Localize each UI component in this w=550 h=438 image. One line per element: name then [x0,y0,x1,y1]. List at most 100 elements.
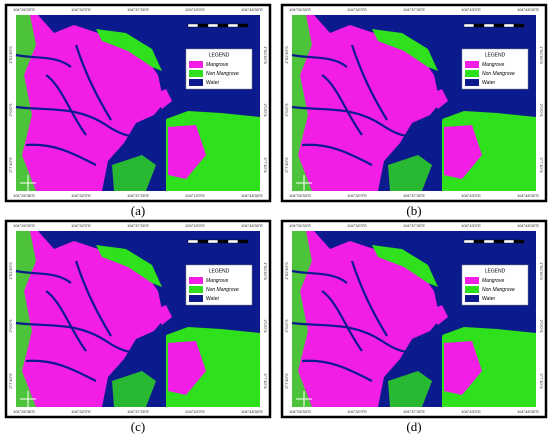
legend: LEGEND Mangrove Non Mangrove Water [185,48,253,90]
bottom-tick-label: 104°48'30"E [517,409,539,414]
river [291,269,348,284]
legend: LEGEND Mangrove Non Mangrove Water [461,264,529,306]
scale-bar [503,23,515,28]
scale-bar [197,239,209,244]
top-tick-label: 104°32'0"E [71,223,91,228]
south-green [112,155,156,191]
legend-title: LEGEND [485,268,506,274]
right-tick-label: 2°7'30"S [263,373,268,389]
legend-swatch [465,79,479,86]
se-mangrove [168,125,206,179]
left-tick-label: 2°0'0"S [284,319,289,332]
bottom-tick-label: 104°32'0"E [347,409,367,414]
top-tick-label: 104°43'0"E [185,7,205,12]
top-tick-label: 104°43'0"E [461,223,481,228]
scale-bar [463,239,475,244]
se-mangrove [444,341,482,395]
map-area: LEGEND Mangrove Non Mangrove Water [291,231,536,407]
legend-item: Mangrove [206,278,228,284]
river [350,44,388,121]
right-tick-label: 2°0'0"S [539,319,544,332]
left-tick-label: 2°0'0"S [284,103,289,116]
scale-bar [237,23,249,28]
top-tick-label: 104°43'0"E [185,223,205,228]
north-arrow [20,175,36,191]
map-panel: LEGEND Mangrove Non Mangrove Water 104°26'30… [4,219,272,419]
top-tick-label: 104°26'33"E [289,7,311,12]
legend-item: Non Mangrove [482,71,515,77]
bottom-tick-label: 104°48'30"E [241,193,263,198]
legend-item: Water [206,80,219,86]
legend-swatch [465,70,479,77]
map-panel: LEGEND Mangrove Non Mangrove Water 104°26'33… [280,219,548,419]
left-tick-label: 2°7'30"S [284,373,289,389]
scale-bar [513,23,525,28]
top-tick-label: 104°37'30"E [127,223,149,228]
north-arrow [296,391,312,407]
top-tick-label: 104°32'0"E [347,223,367,228]
scale-bar [197,23,209,28]
scale-bar [473,23,485,28]
left-tick-label: 2°0'0"S [8,319,13,332]
top-tick-label: 104°37'30"E [403,223,425,228]
map-area: LEGEND Mangrove Non Mangrove Water [15,231,260,407]
bottom-tick-label: 104°32'0"E [347,193,367,198]
river [350,260,388,337]
top-tick-label: 104°43'0"E [461,7,481,12]
river [45,290,87,352]
scale-bar [187,23,199,28]
scale-bar [217,23,229,28]
legend: LEGEND Mangrove Non Mangrove Water [461,48,529,90]
top-tick-label: 104°32'0"E [71,7,91,12]
legend-swatch [189,61,203,68]
legend-item: Water [482,80,495,86]
map-area: LEGEND Mangrove Non Mangrove Water [15,15,260,191]
island [152,89,172,109]
river [301,143,373,166]
north-arrow [296,175,312,191]
right-tick-label: 1°52'30"S [539,262,544,280]
river [25,143,97,166]
right-tick-label: 1°52'30"S [539,46,544,64]
se-mangrove [444,125,482,179]
river [15,321,167,354]
scale-bar [473,239,485,244]
right-tick-label: 2°0'0"S [263,103,268,116]
se-mangrove [168,341,206,395]
left-tick-label: 1°52'30"S [8,46,13,64]
right-tick-label: 2°7'30"S [539,373,544,389]
coast-green [372,29,438,71]
top-tick-label: 104°37'30"E [403,7,425,12]
legend-title: LEGEND [209,52,230,58]
scale-bar [207,239,219,244]
river [321,290,363,352]
left-green [16,231,36,407]
scale-bar [237,239,249,244]
right-tick-label: 1°52'30"S [263,262,268,280]
right-tick-label: 2°0'0"S [263,319,268,332]
coast-green [96,245,162,287]
legend-swatch [465,295,479,302]
bottom-tick-label: 104°48'30"E [517,193,539,198]
left-green [292,231,312,407]
legend-title: LEGEND [209,268,230,274]
south-green [388,155,432,191]
bottom-tick-label: 104°43'0"E [461,193,481,198]
scale-bar [493,23,505,28]
scale-bar [513,239,525,244]
legend-item: Mangrove [206,62,228,68]
scale-bar [483,239,495,244]
bottom-tick-label: 104°37'30"E [403,193,425,198]
right-tick-label: 2°0'0"S [539,103,544,116]
top-tick-label: 104°26'33"E [13,7,35,12]
river [291,321,443,354]
bottom-tick-label: 104°26'36"E [13,193,35,198]
bottom-tick-label: 104°26'36"E [13,409,35,414]
legend-item: Non Mangrove [206,71,239,77]
scale-bar [227,23,239,28]
bottom-tick-label: 104°37'30"E [403,409,425,414]
map-panel: LEGEND Mangrove Non Mangrove Water 104°26'33… [4,3,272,203]
legend: LEGEND Mangrove Non Mangrove Water [185,264,253,306]
top-tick-label: 104°37'30"E [127,7,149,12]
